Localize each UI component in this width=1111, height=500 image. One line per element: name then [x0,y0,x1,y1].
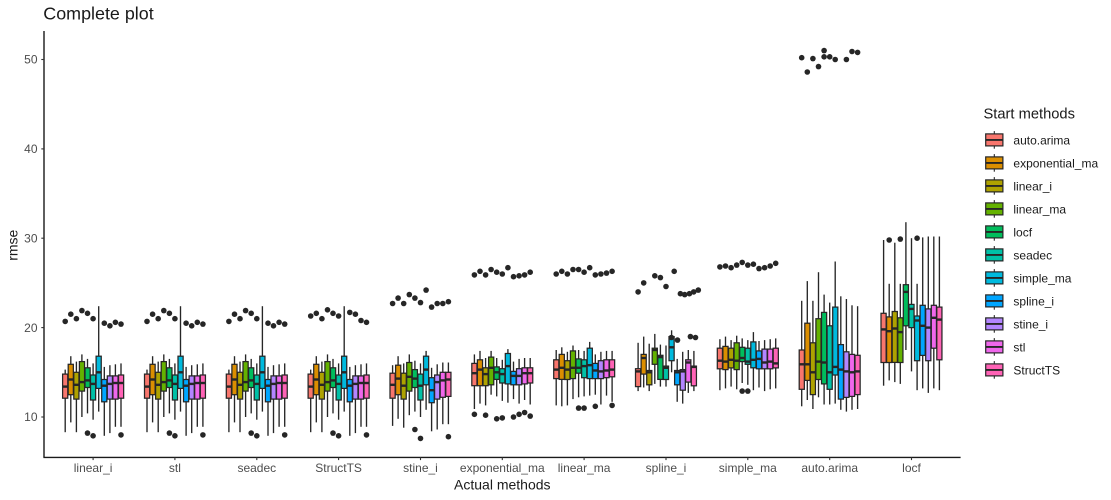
svg-text:stine_i: stine_i [1013,318,1048,332]
svg-text:stl: stl [1013,341,1025,355]
svg-text:StructTS: StructTS [315,461,362,475]
svg-text:stine_i: stine_i [403,461,438,475]
svg-text:simple_ma: simple_ma [1013,272,1071,286]
svg-text:rmse: rmse [4,229,20,260]
svg-text:50: 50 [24,53,38,67]
svg-text:Actual methods: Actual methods [454,477,551,493]
svg-text:linear_i: linear_i [1013,180,1052,194]
svg-text:40: 40 [24,142,38,156]
svg-text:auto.arima: auto.arima [801,461,858,475]
svg-text:20: 20 [24,321,38,335]
svg-text:spline_i: spline_i [1013,295,1054,309]
svg-text:spline_i: spline_i [646,461,687,475]
svg-text:linear_ma: linear_ma [1013,203,1066,217]
svg-text:Start methods: Start methods [984,107,1075,123]
svg-text:simple_ma: simple_ma [719,461,777,475]
svg-text:seadec: seadec [237,461,276,475]
svg-text:locf: locf [1013,226,1032,240]
svg-text:Complete plot: Complete plot [43,3,153,23]
svg-text:auto.arima: auto.arima [1013,134,1070,148]
svg-text:StructTS: StructTS [1013,364,1060,378]
svg-text:locf: locf [902,461,921,475]
svg-text:seadec: seadec [1013,249,1052,263]
svg-text:exponential_ma: exponential_ma [460,461,545,475]
svg-text:exponential_ma: exponential_ma [1013,157,1098,171]
svg-text:linear_i: linear_i [74,461,113,475]
svg-text:stl: stl [169,461,181,475]
svg-text:linear_ma: linear_ma [558,461,611,475]
svg-text:10: 10 [24,410,38,424]
svg-text:30: 30 [24,231,38,245]
